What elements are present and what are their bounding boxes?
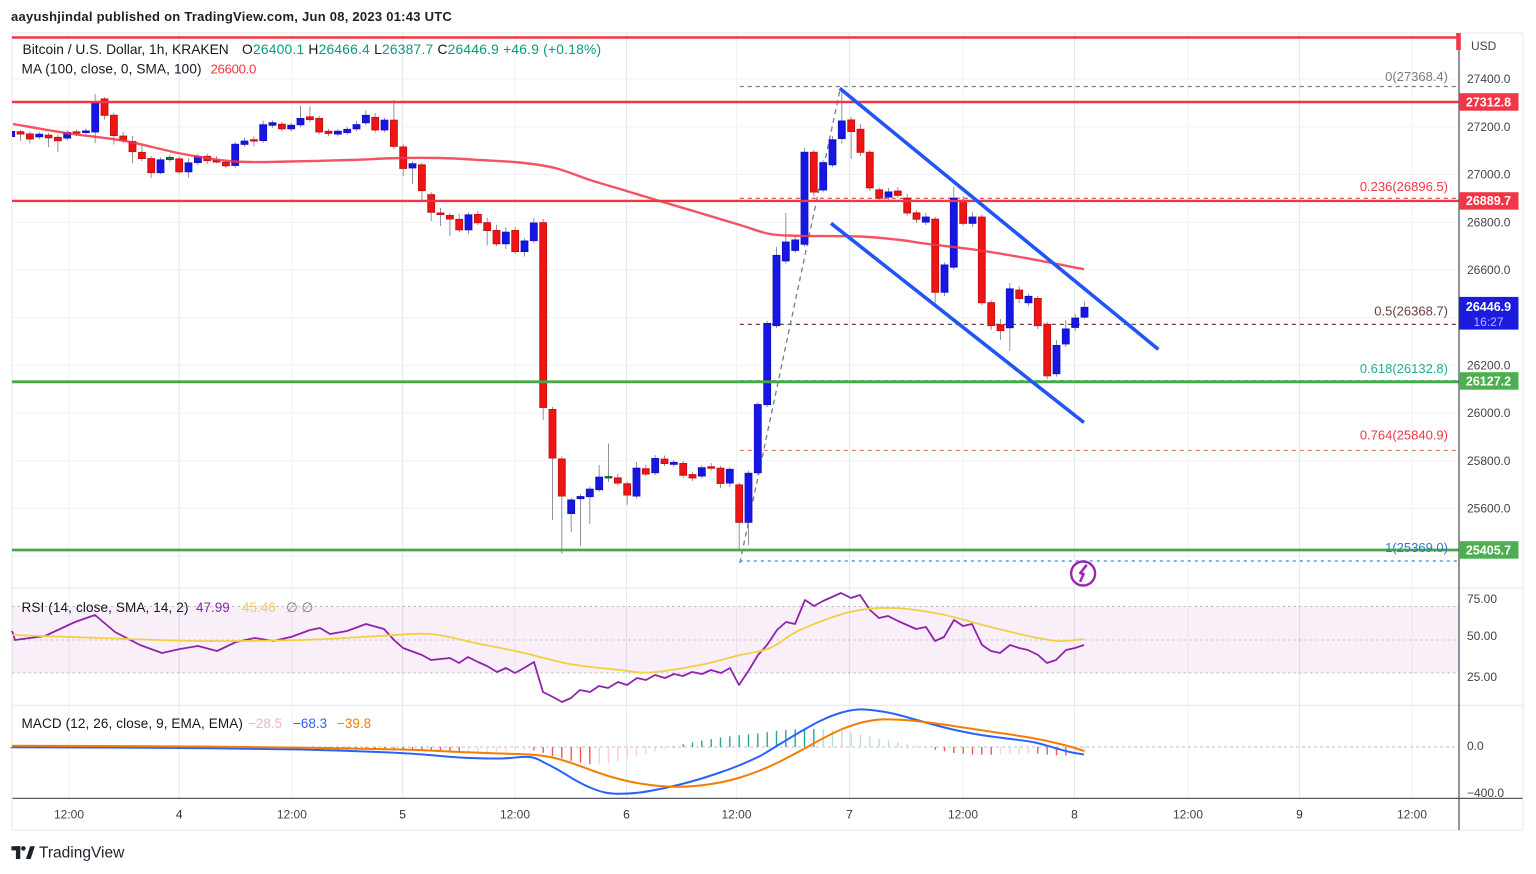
svg-text:9: 9 — [1296, 808, 1303, 822]
svg-text:25.00: 25.00 — [1467, 670, 1497, 684]
svg-text:0.0: 0.0 — [1467, 739, 1484, 753]
svg-text:26127.2: 26127.2 — [1466, 374, 1511, 388]
svg-text:TradingView: TradingView — [39, 845, 125, 862]
svg-text:MACD (12, 26, close, 9, EMA, E: MACD (12, 26, close, 9, EMA, EMA) — [22, 716, 244, 731]
svg-text:45.46: 45.46 — [242, 600, 276, 615]
svg-text:12:00: 12:00 — [54, 808, 84, 822]
svg-text:12:00: 12:00 — [277, 808, 307, 822]
svg-text:16:27: 16:27 — [1473, 315, 1503, 329]
svg-text:26200.0: 26200.0 — [1467, 359, 1511, 373]
svg-text:25405.7: 25405.7 — [1466, 543, 1511, 557]
svg-text:12:00: 12:00 — [500, 808, 530, 822]
svg-text:4: 4 — [176, 808, 183, 822]
svg-text:12:00: 12:00 — [721, 808, 751, 822]
svg-text:−39.8: −39.8 — [337, 716, 371, 731]
svg-text:RSI (14, close, SMA, 14, 2): RSI (14, close, SMA, 14, 2) — [22, 600, 189, 615]
svg-text:50.00: 50.00 — [1467, 629, 1497, 643]
svg-text:26000.0: 26000.0 — [1467, 406, 1511, 420]
svg-text:6: 6 — [623, 808, 630, 822]
svg-text:−68.3: −68.3 — [293, 716, 327, 731]
svg-text:27400.0: 27400.0 — [1467, 72, 1511, 86]
svg-text:12:00: 12:00 — [1173, 808, 1203, 822]
svg-text:7: 7 — [846, 808, 853, 822]
svg-text:∅ ∅: ∅ ∅ — [286, 600, 314, 615]
svg-text:26600.0: 26600.0 — [1467, 263, 1511, 277]
svg-text:5: 5 — [399, 808, 406, 822]
svg-text:12:00: 12:00 — [1397, 808, 1427, 822]
svg-text:26800.0: 26800.0 — [1467, 215, 1511, 229]
svg-text:26600.0: 26600.0 — [211, 62, 257, 77]
svg-text:47.99: 47.99 — [196, 600, 230, 615]
svg-text:aayushjindal published on Trad: aayushjindal published on TradingView.co… — [11, 9, 452, 24]
svg-text:Bitcoin / U.S. Dollar, 1h, KRA: Bitcoin / U.S. Dollar, 1h, KRAKEN — [23, 42, 229, 57]
svg-text:25600.0: 25600.0 — [1467, 502, 1511, 516]
svg-text:USD: USD — [1471, 39, 1497, 53]
svg-text:27200.0: 27200.0 — [1467, 120, 1511, 134]
svg-text:27312.8: 27312.8 — [1466, 95, 1511, 109]
svg-text:0.764(25840.9): 0.764(25840.9) — [1360, 428, 1448, 443]
svg-text:−400.0: −400.0 — [1467, 786, 1504, 800]
svg-text:8: 8 — [1071, 808, 1078, 822]
svg-text:MA (100, close, 0, SMA, 100): MA (100, close, 0, SMA, 100) — [22, 62, 202, 77]
svg-text:0(27368.4): 0(27368.4) — [1385, 69, 1448, 84]
svg-text:0.618(26132.8): 0.618(26132.8) — [1360, 361, 1448, 376]
svg-text:75.00: 75.00 — [1467, 592, 1497, 606]
svg-text:0.236(26896.5): 0.236(26896.5) — [1360, 179, 1448, 194]
svg-text:26889.7: 26889.7 — [1466, 194, 1511, 208]
svg-text:26446.9: 26446.9 — [1466, 300, 1511, 314]
svg-text:O26400.1 H26466.4 L26387.7 C26: O26400.1 H26466.4 L26387.7 C26446.9 +46.… — [242, 42, 601, 57]
svg-text:1(25369.0): 1(25369.0) — [1385, 540, 1448, 555]
svg-text:12:00: 12:00 — [948, 808, 978, 822]
svg-text:25800.0: 25800.0 — [1467, 454, 1511, 468]
svg-text:27000.0: 27000.0 — [1467, 168, 1511, 182]
svg-text:−28.5: −28.5 — [248, 716, 282, 731]
svg-text:0.5(26368.7): 0.5(26368.7) — [1374, 304, 1448, 319]
